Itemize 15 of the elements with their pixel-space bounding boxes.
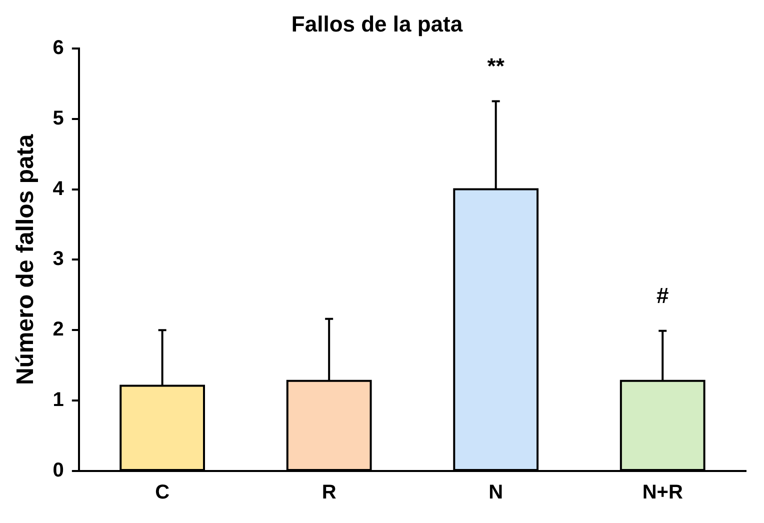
- x-tick-label: C: [155, 482, 170, 504]
- y-tick-label: 5: [52, 107, 64, 130]
- y-tick-label: 1: [52, 389, 64, 412]
- x-tick-label: N: [488, 482, 504, 504]
- x-tick-label: N+R: [642, 482, 684, 504]
- y-tick-label: 3: [52, 248, 64, 270]
- x-tick-label: R: [322, 482, 337, 504]
- chart-title: Fallos de la pata: [291, 11, 464, 36]
- y-axis-title: Número de fallos pata: [12, 134, 40, 386]
- y-tick-label: 2: [52, 318, 64, 341]
- y-tick-label: 4: [52, 178, 65, 200]
- y-tick-label: 6: [52, 36, 64, 59]
- y-tick-label: 0: [52, 460, 64, 482]
- annotation: **: [487, 53, 505, 78]
- annotation: #: [656, 282, 669, 308]
